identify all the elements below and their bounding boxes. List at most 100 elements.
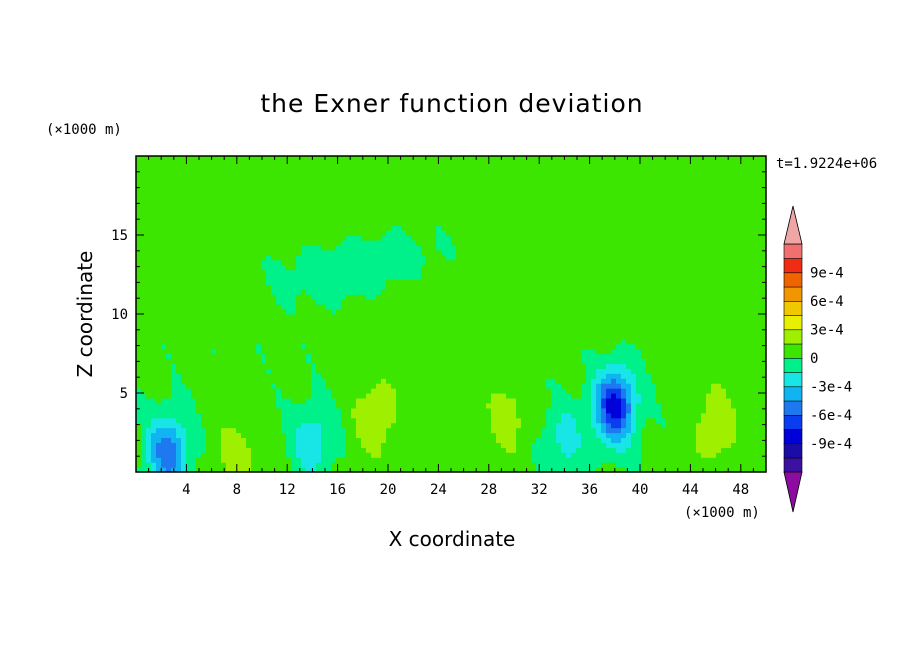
field-cell	[706, 373, 712, 379]
field-cell	[151, 299, 157, 305]
field-cell	[371, 274, 377, 281]
field-cell	[451, 407, 457, 414]
field-cell	[621, 388, 627, 394]
field-cell	[551, 284, 557, 290]
field-cell	[591, 393, 597, 399]
field-cell	[366, 363, 372, 369]
field-cell	[611, 348, 617, 355]
field-cell	[641, 318, 647, 325]
field-cell	[216, 432, 222, 439]
field-cell	[586, 333, 592, 340]
field-cell	[236, 274, 242, 281]
contour-field	[136, 156, 766, 472]
field-cell	[341, 407, 347, 414]
field-cell	[551, 402, 557, 409]
field-cell	[471, 402, 477, 409]
field-cell	[166, 343, 172, 350]
field-cell	[701, 318, 707, 325]
field-cell	[301, 462, 307, 468]
field-cell	[631, 397, 637, 404]
field-cell	[156, 294, 162, 300]
field-cell	[501, 388, 507, 394]
field-cell	[701, 427, 707, 434]
field-cell	[441, 407, 447, 414]
field-cell	[146, 407, 152, 414]
field-cell	[521, 432, 527, 439]
field-cell	[601, 328, 607, 335]
field-cell	[456, 417, 462, 424]
field-cell	[371, 378, 377, 384]
field-cell	[511, 304, 517, 310]
field-cell	[306, 368, 312, 374]
field-cell	[521, 462, 527, 468]
field-cell	[531, 353, 537, 360]
field-cell	[536, 343, 542, 350]
field-cell	[706, 378, 712, 384]
field-cell	[586, 452, 592, 458]
field-cell	[526, 358, 532, 364]
field-cell	[486, 452, 492, 458]
field-cell	[596, 452, 602, 458]
field-cell	[396, 462, 402, 468]
field-cell	[136, 348, 142, 355]
field-cell	[326, 452, 332, 458]
field-cell	[196, 333, 202, 340]
field-cell	[641, 343, 647, 350]
field-cell	[441, 383, 447, 389]
field-cell	[586, 284, 592, 290]
field-cell	[461, 358, 467, 364]
field-cell	[251, 318, 257, 325]
field-cell	[706, 462, 712, 468]
field-cell	[706, 402, 712, 409]
field-cell	[296, 393, 302, 399]
field-cell	[616, 299, 622, 305]
field-cell	[706, 397, 712, 404]
field-cell	[201, 442, 207, 448]
field-cell	[741, 452, 747, 458]
field-cell	[671, 417, 677, 424]
field-cell	[441, 294, 447, 300]
field-cell	[281, 467, 287, 472]
field-cell	[696, 412, 702, 419]
field-cell	[346, 309, 352, 315]
field-cell	[661, 358, 667, 364]
field-cell	[581, 417, 587, 424]
field-cell	[166, 383, 172, 389]
field-cell	[411, 373, 417, 379]
field-cell	[216, 373, 222, 379]
field-cell	[326, 279, 332, 285]
field-cell	[441, 437, 447, 443]
field-cell	[701, 348, 707, 355]
field-cell	[241, 402, 247, 409]
field-cell	[256, 412, 262, 419]
field-cell	[386, 383, 392, 389]
field-cell	[346, 358, 352, 364]
field-cell	[141, 402, 147, 409]
field-cell	[731, 462, 737, 468]
field-cell	[216, 314, 222, 320]
field-cell	[676, 318, 682, 325]
field-cell	[586, 304, 592, 310]
field-cell	[411, 412, 417, 419]
field-cell	[361, 309, 367, 315]
field-cell	[356, 338, 362, 345]
field-cell	[656, 422, 662, 429]
field-cell	[316, 304, 322, 310]
field-cell	[156, 373, 162, 379]
field-cell	[666, 467, 672, 472]
field-cell	[166, 417, 172, 424]
field-cell	[716, 314, 722, 320]
field-cell	[596, 393, 602, 399]
field-cell	[386, 294, 392, 300]
field-cell	[366, 318, 372, 325]
field-cell	[581, 402, 587, 409]
field-cell	[511, 338, 517, 345]
field-cell	[691, 397, 697, 404]
field-cell	[631, 294, 637, 300]
field-cell	[521, 407, 527, 414]
field-cell	[171, 318, 177, 325]
field-cell	[341, 373, 347, 379]
field-cell	[546, 417, 552, 424]
field-cell	[656, 309, 662, 315]
field-cell	[621, 417, 627, 424]
